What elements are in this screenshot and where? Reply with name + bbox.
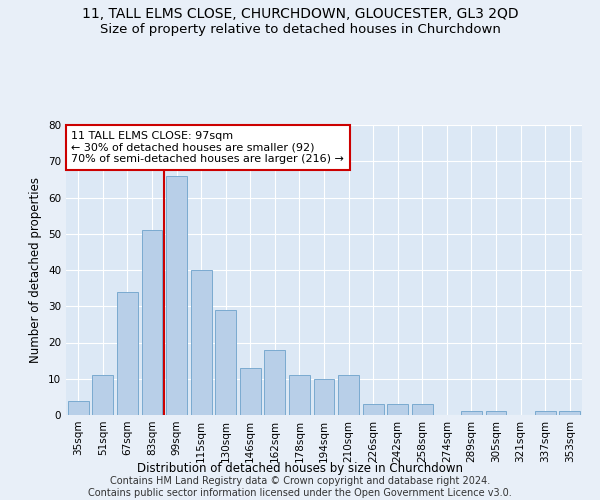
Bar bbox=[215, 310, 236, 415]
Text: 11 TALL ELMS CLOSE: 97sqm
← 30% of detached houses are smaller (92)
70% of semi-: 11 TALL ELMS CLOSE: 97sqm ← 30% of detac… bbox=[71, 131, 344, 164]
Bar bbox=[117, 292, 138, 415]
Bar bbox=[461, 412, 482, 415]
Bar bbox=[265, 350, 286, 415]
Y-axis label: Number of detached properties: Number of detached properties bbox=[29, 177, 43, 363]
Text: Distribution of detached houses by size in Churchdown: Distribution of detached houses by size … bbox=[137, 462, 463, 475]
Bar bbox=[289, 375, 310, 415]
Bar bbox=[559, 412, 580, 415]
Bar bbox=[191, 270, 212, 415]
Bar bbox=[92, 375, 113, 415]
Bar bbox=[412, 404, 433, 415]
Bar bbox=[362, 404, 383, 415]
Text: Contains HM Land Registry data © Crown copyright and database right 2024.
Contai: Contains HM Land Registry data © Crown c… bbox=[88, 476, 512, 498]
Text: Size of property relative to detached houses in Churchdown: Size of property relative to detached ho… bbox=[100, 22, 500, 36]
Bar bbox=[68, 400, 89, 415]
Bar bbox=[314, 379, 334, 415]
Bar bbox=[338, 375, 359, 415]
Text: 11, TALL ELMS CLOSE, CHURCHDOWN, GLOUCESTER, GL3 2QD: 11, TALL ELMS CLOSE, CHURCHDOWN, GLOUCES… bbox=[82, 8, 518, 22]
Bar bbox=[485, 412, 506, 415]
Bar bbox=[535, 412, 556, 415]
Bar bbox=[387, 404, 408, 415]
Bar bbox=[142, 230, 163, 415]
Bar bbox=[166, 176, 187, 415]
Bar bbox=[240, 368, 261, 415]
